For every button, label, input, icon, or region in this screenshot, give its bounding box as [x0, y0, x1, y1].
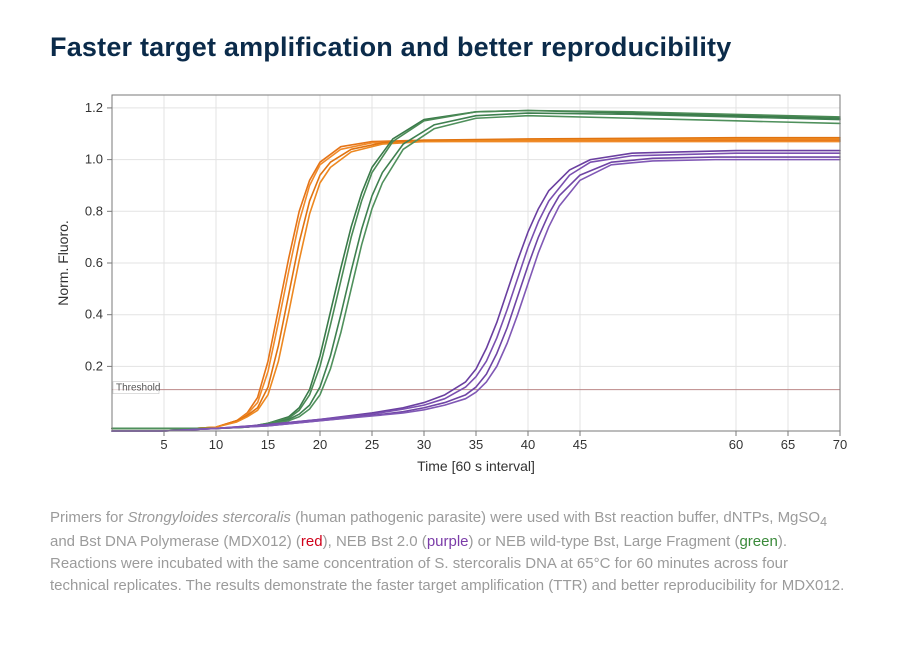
caption-red: red [301, 533, 323, 550]
caption-mid4: ) or NEB wild-type Bst, Large Fragment ( [469, 533, 740, 550]
svg-text:0.6: 0.6 [85, 255, 103, 270]
svg-text:15: 15 [261, 437, 275, 452]
svg-text:30: 30 [417, 437, 431, 452]
svg-text:65: 65 [781, 437, 795, 452]
svg-text:Time [60 s interval]: Time [60 s interval] [417, 458, 535, 474]
svg-text:0.2: 0.2 [85, 358, 103, 373]
caption-sub: 4 [820, 515, 827, 529]
svg-text:10: 10 [209, 437, 223, 452]
caption-mid3: ), NEB Bst 2.0 ( [323, 533, 427, 550]
caption-pre: Primers for [50, 509, 128, 526]
caption-green: green [739, 533, 777, 550]
svg-text:1.2: 1.2 [85, 100, 103, 115]
caption-mid1: (human pathogenic parasite) were used wi… [291, 509, 820, 526]
caption-purple: purple [427, 533, 469, 550]
svg-text:Norm. Fluoro.: Norm. Fluoro. [55, 220, 71, 306]
caption-mid2: and Bst DNA Polymerase (MDX012) ( [50, 533, 301, 550]
svg-text:20: 20 [313, 437, 327, 452]
svg-text:1.0: 1.0 [85, 152, 103, 167]
svg-text:40: 40 [521, 437, 535, 452]
svg-text:60: 60 [729, 437, 743, 452]
chart-svg: Threshold 5 10 15 20 25 30 35 40 45 60 65 70 0.2 0.4 0.… [50, 81, 850, 481]
svg-text:5: 5 [160, 437, 167, 452]
amplification-chart: Threshold 5 10 15 20 25 30 35 40 45 60 65 70 0.2 0.4 0.… [50, 81, 850, 481]
svg-text:45: 45 [573, 437, 587, 452]
svg-text:0.8: 0.8 [85, 203, 103, 218]
svg-text:70: 70 [833, 437, 847, 452]
page-title: Faster target amplification and better r… [50, 32, 850, 63]
caption-italic: Strongyloides stercoralis [128, 509, 291, 526]
caption: Primers for Strongyloides stercoralis (h… [50, 507, 850, 596]
svg-text:35: 35 [469, 437, 483, 452]
svg-text:0.4: 0.4 [85, 307, 103, 322]
svg-text:Threshold: Threshold [116, 383, 160, 394]
svg-text:25: 25 [365, 437, 379, 452]
